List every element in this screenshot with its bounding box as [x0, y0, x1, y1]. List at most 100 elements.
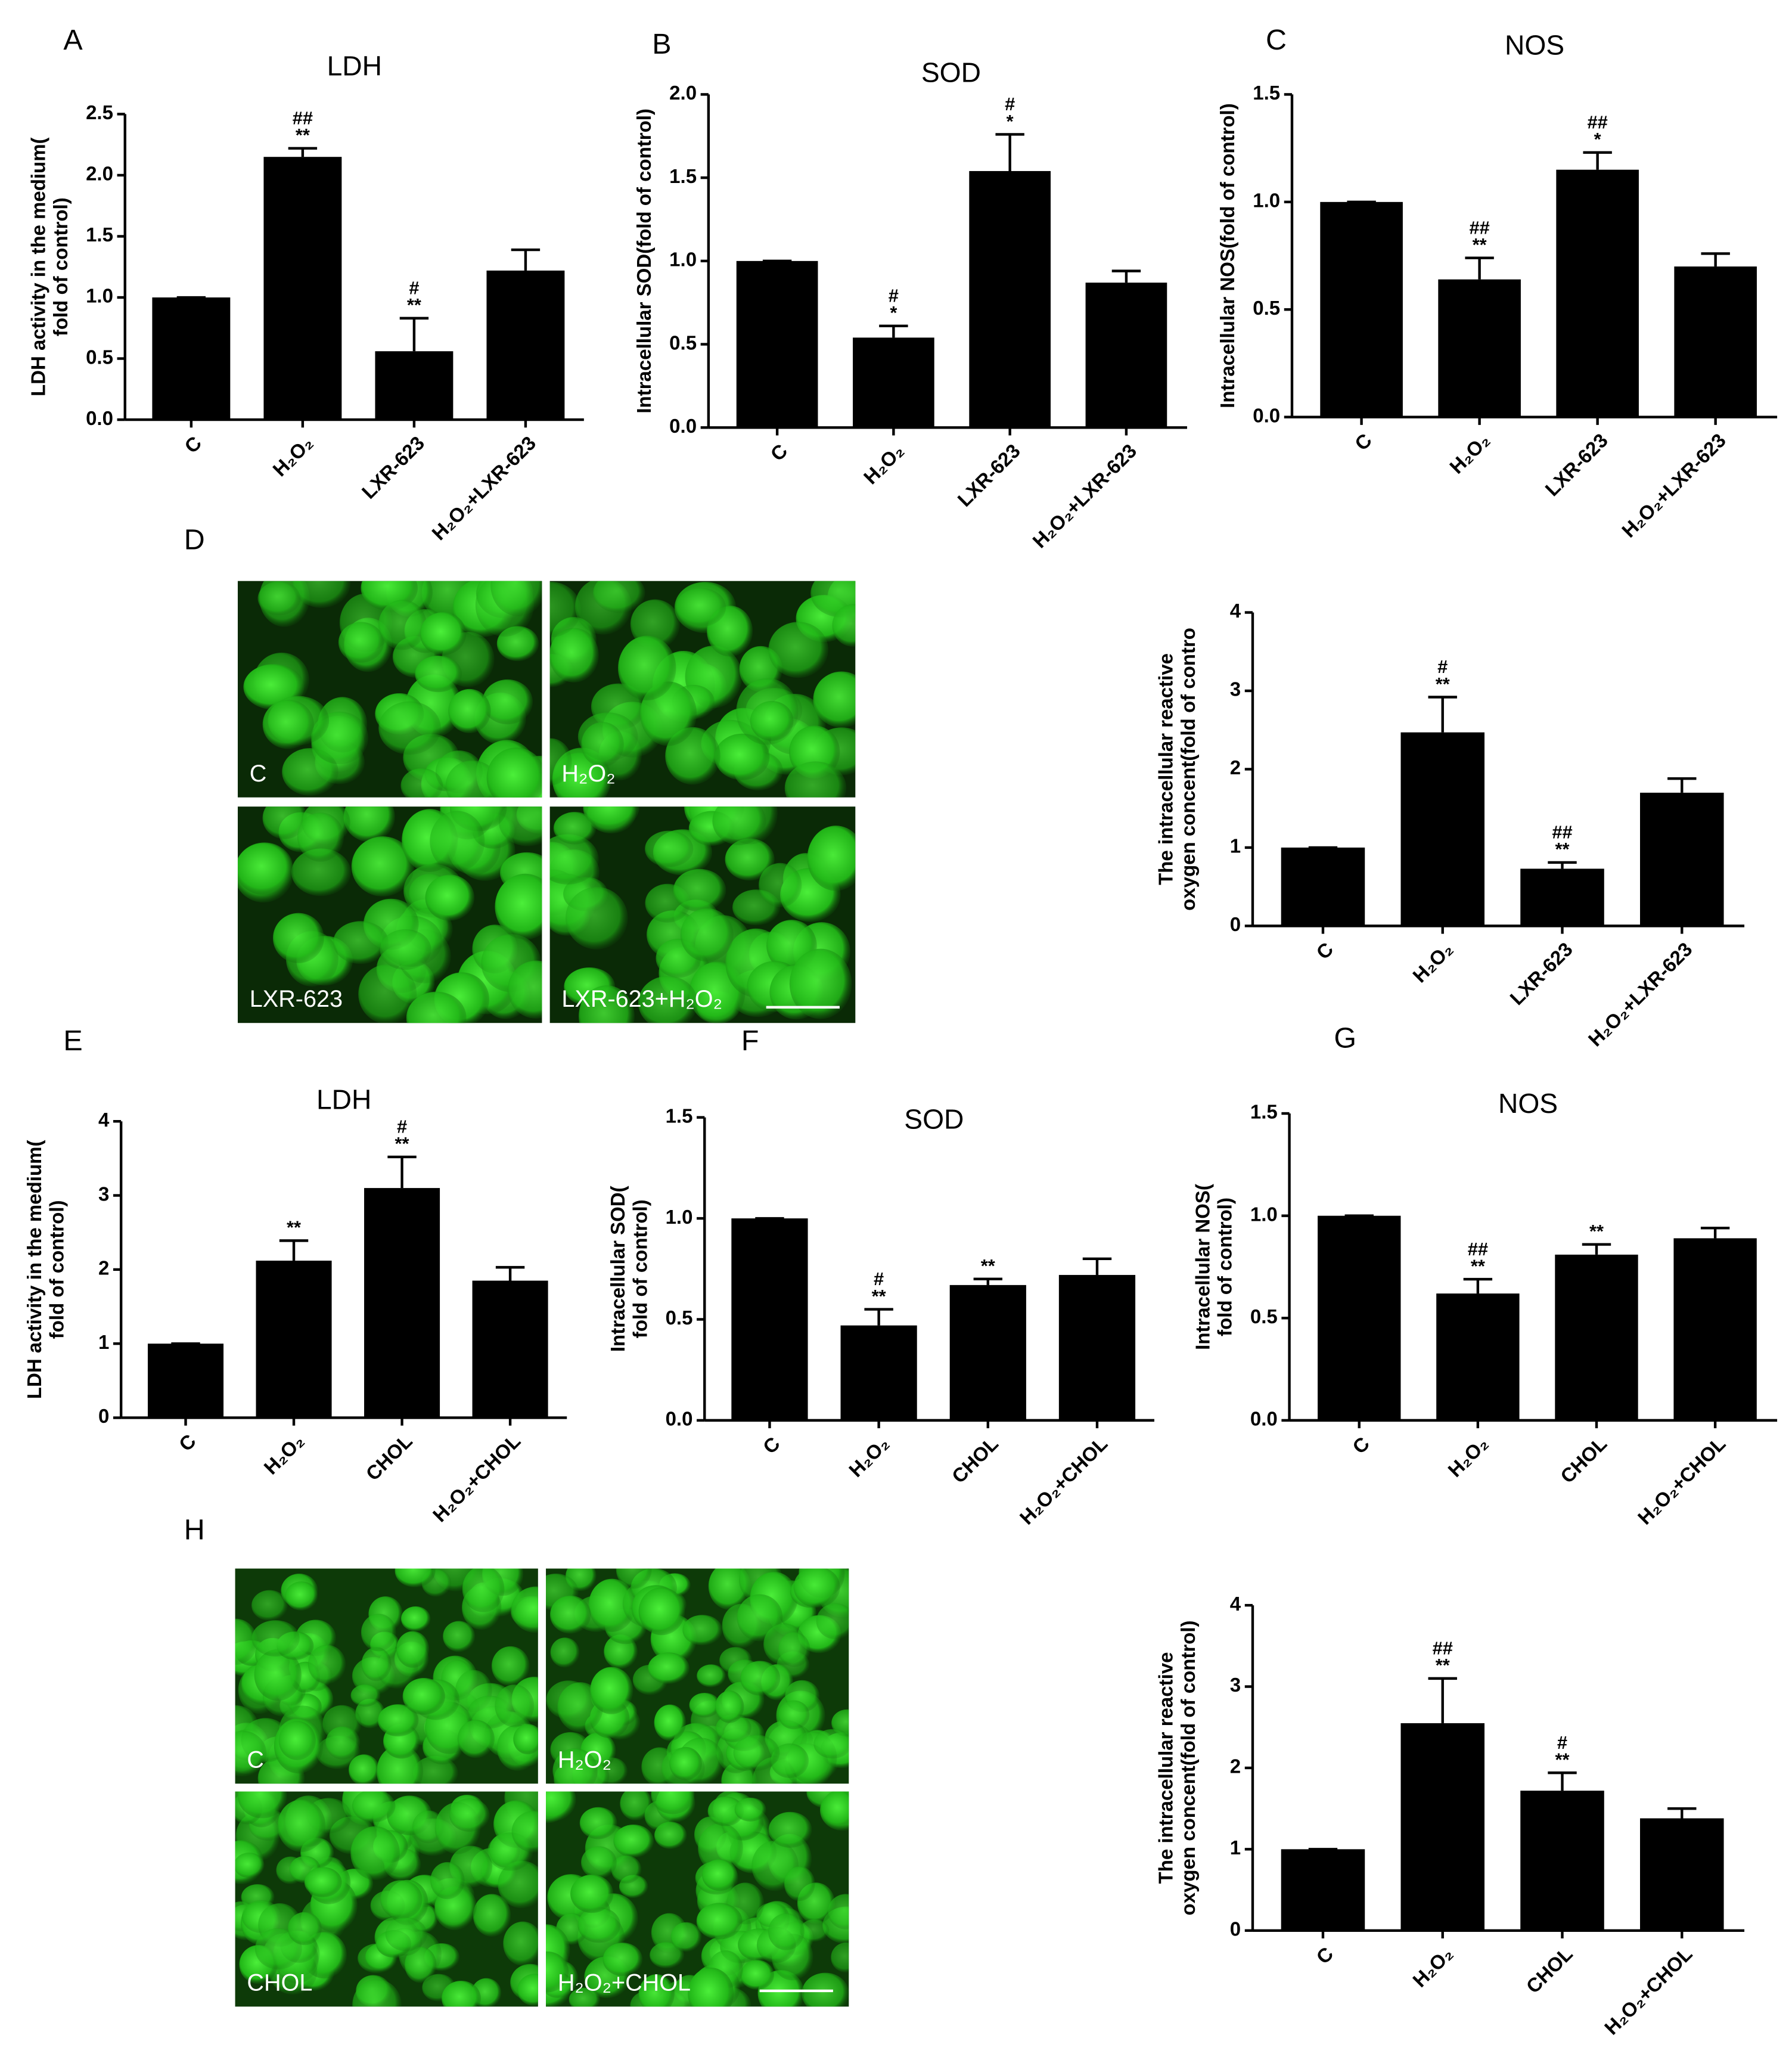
bar — [1640, 792, 1724, 926]
cell — [254, 1928, 302, 1969]
bar — [736, 260, 818, 428]
x-tick-label: H₂O₂+CHOL — [428, 1430, 525, 1527]
significance-star: ** — [395, 1133, 409, 1154]
cell — [287, 1912, 322, 1946]
x-tick-label: CHOL — [1556, 1432, 1611, 1487]
chart: E LDH 0 1 2 3 4 LDH activity in the medium(fold… — [23, 1025, 567, 1526]
cell — [377, 1704, 419, 1737]
chart-title: SOD — [921, 57, 981, 88]
cells — [546, 1568, 849, 1784]
cell — [549, 581, 581, 638]
cell — [688, 1968, 734, 2007]
y-tick-label: 1 — [98, 1331, 109, 1353]
cell — [725, 838, 775, 881]
x-tick-label: H₂O₂ — [1408, 1943, 1457, 1991]
x-tick-label: H₂O₂ — [1445, 429, 1494, 478]
significance-hash: # — [1005, 94, 1015, 114]
y-tick-label: 1 — [1230, 835, 1241, 857]
x-tick-label: LXR-623 — [953, 439, 1024, 511]
panel-label: H — [184, 1514, 205, 1546]
significance-star: ** — [296, 125, 310, 145]
significance-star: * — [1007, 111, 1014, 132]
cell — [549, 738, 572, 786]
y-tick-label: 1.5 — [669, 165, 697, 187]
cell — [581, 1846, 617, 1879]
bar — [1400, 1723, 1485, 1931]
cell — [579, 985, 635, 1023]
cell — [457, 1720, 495, 1758]
y-tick-label: 1.0 — [1250, 1203, 1278, 1225]
cell — [235, 1853, 265, 1878]
panel-label: E — [63, 1025, 82, 1057]
x-tick-label: LXR-623 — [358, 432, 429, 503]
significance-star: * — [1594, 129, 1601, 150]
cell — [430, 1862, 465, 1900]
x-tick-label: H₂O₂+LXR-623 — [1584, 938, 1697, 1051]
cell — [546, 1791, 576, 1822]
significance-hash: # — [1437, 656, 1448, 677]
y-tick-label: 4 — [1230, 1593, 1241, 1615]
chart-title: SOD — [904, 1103, 964, 1134]
cell — [689, 1692, 720, 1718]
y-axis-label: Intracellular SOD(fold of control) — [633, 108, 655, 414]
cell — [697, 1664, 726, 1687]
significance-star: ** — [981, 1255, 995, 1276]
cell — [385, 1917, 427, 1952]
significance-star: ** — [1555, 839, 1570, 860]
micrograph: LXR-623+H₂O₂ — [549, 806, 856, 1023]
panel-label: C — [1266, 24, 1287, 56]
y-tick-label: 0 — [1230, 913, 1241, 935]
chart: C NOS 0.0 0.5 1.0 1.5 Intracellular NOS(fold o… — [1216, 24, 1778, 542]
x-tick-label: C — [759, 1432, 784, 1458]
cell — [549, 1595, 591, 1634]
cell — [768, 1811, 812, 1848]
cell — [445, 760, 499, 798]
cell — [733, 1735, 780, 1771]
cell — [517, 1974, 538, 2006]
cell — [491, 1646, 530, 1686]
y-axis-label: fold of control) — [629, 1199, 651, 1338]
y-tick-label: 1.0 — [1253, 190, 1280, 212]
bar — [949, 1285, 1026, 1420]
significance-star: ** — [287, 1217, 301, 1238]
bar — [1281, 847, 1365, 926]
significance-star: ** — [407, 294, 421, 315]
cell — [821, 1791, 849, 1828]
x-tick-label: LXR-623 — [1505, 938, 1577, 1010]
x-tick-label: CHOL — [1522, 1943, 1577, 1997]
y-tick-label: 1 — [1230, 1836, 1241, 1859]
y-tick-label: 1.0 — [86, 285, 113, 307]
cell — [251, 1620, 300, 1657]
cell — [750, 700, 794, 742]
y-axis-label: Intracellular SOD( — [607, 1186, 629, 1352]
cell — [291, 848, 351, 896]
bar — [1640, 1818, 1724, 1931]
cell — [277, 1799, 326, 1853]
cell — [361, 1614, 396, 1652]
cell — [262, 806, 308, 839]
bar — [486, 270, 565, 420]
cell — [400, 768, 443, 798]
cell — [740, 1960, 774, 1990]
significance-hash: # — [1557, 1732, 1567, 1753]
y-tick-label: 0.5 — [86, 346, 113, 368]
y-tick-label: 0.5 — [1253, 297, 1280, 319]
significance-star: ** — [1436, 674, 1450, 694]
micrograph: H₂O₂ — [546, 1568, 849, 1784]
bar — [1281, 1849, 1365, 1931]
x-tick-label: CHOL — [948, 1432, 1002, 1487]
panel-label: F — [741, 1025, 759, 1057]
cell — [292, 581, 351, 608]
cell — [395, 1568, 436, 1587]
x-tick-label: C — [1312, 1943, 1337, 1968]
bar — [364, 1188, 440, 1418]
y-tick-label: 4 — [98, 1109, 110, 1131]
cell — [778, 1700, 810, 1730]
cell — [651, 1791, 695, 1814]
cell — [380, 1880, 423, 1919]
cell — [583, 806, 639, 830]
y-tick-label: 1.5 — [1253, 82, 1280, 104]
cell — [325, 1726, 361, 1760]
cell — [546, 1951, 569, 1993]
cell — [308, 1645, 346, 1684]
